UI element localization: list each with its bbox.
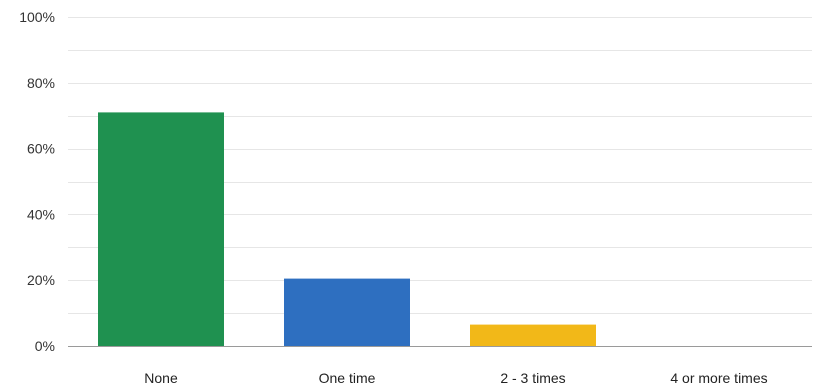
y-tick-label: 80% (27, 75, 55, 91)
x-category-label: 2 - 3 times (500, 370, 565, 386)
x-category-label: One time (319, 370, 376, 386)
y-tick-label: 100% (19, 9, 55, 25)
y-tick-label: 60% (27, 141, 55, 157)
x-category-label: None (144, 370, 178, 386)
y-tick-label: 40% (27, 206, 55, 222)
y-axis-tick-labels: 0% 20% 40% 60% 80% 100% (19, 9, 55, 354)
bar-3 (470, 324, 596, 346)
x-category-label: 4 or more times (670, 370, 767, 386)
x-axis-category-labels: None One time 2 - 3 times 4 or more times (144, 370, 767, 386)
y-tick-label: 0% (35, 338, 55, 354)
y-tick-label: 20% (27, 272, 55, 288)
bar-2 (284, 278, 410, 346)
bars (98, 112, 596, 347)
bar-1 (98, 112, 224, 347)
